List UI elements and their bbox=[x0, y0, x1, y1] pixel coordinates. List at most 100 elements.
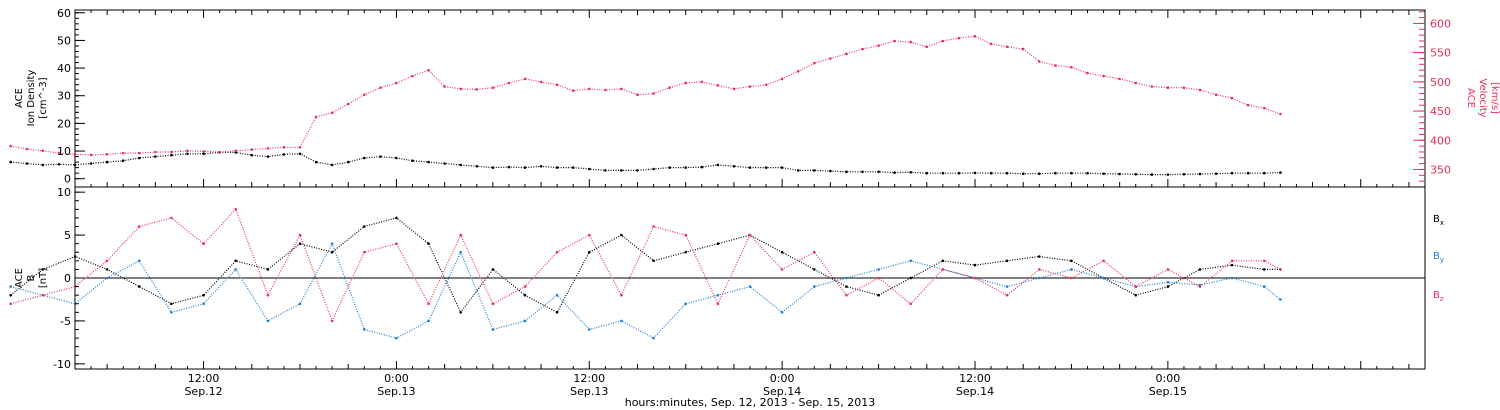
by-point bbox=[234, 268, 237, 271]
velocity-point bbox=[363, 93, 366, 96]
density-point bbox=[266, 155, 270, 158]
velocity-point bbox=[780, 77, 784, 81]
bz-point bbox=[459, 233, 463, 237]
bx-point bbox=[1230, 263, 1234, 267]
velocity-tick-label: 600 bbox=[1430, 17, 1451, 30]
density-point bbox=[539, 165, 543, 168]
density-point bbox=[845, 170, 848, 174]
bz-point bbox=[202, 242, 205, 245]
bx-point bbox=[459, 311, 463, 314]
bx-point bbox=[620, 233, 623, 237]
bz-point bbox=[652, 225, 655, 228]
bz-point bbox=[941, 268, 945, 271]
velocity-point bbox=[9, 144, 12, 148]
density-point bbox=[1086, 171, 1089, 175]
density-point bbox=[1134, 173, 1137, 176]
velocity-point bbox=[443, 85, 446, 88]
velocity-point bbox=[138, 151, 141, 155]
legend-bx: Bx bbox=[1433, 214, 1444, 227]
velocity-point bbox=[1005, 45, 1009, 49]
velocity-point bbox=[427, 68, 430, 72]
by-point bbox=[1279, 298, 1282, 301]
bx-point bbox=[780, 250, 784, 254]
velocity-point bbox=[523, 77, 527, 81]
density-point bbox=[41, 163, 45, 167]
density-point bbox=[250, 153, 254, 157]
density-point bbox=[459, 163, 463, 167]
density-point bbox=[636, 169, 639, 172]
bx-point bbox=[491, 268, 495, 271]
time-axis-title: hours:minutes, Sep. 12, 2013 - Sep. 15, … bbox=[625, 396, 876, 409]
density-point bbox=[9, 160, 12, 164]
bx-point bbox=[555, 311, 559, 314]
velocity-point bbox=[121, 151, 125, 155]
by-point bbox=[298, 302, 302, 306]
density-point bbox=[491, 166, 495, 169]
velocity-point bbox=[1166, 86, 1170, 89]
velocity-point bbox=[829, 57, 832, 60]
density-point bbox=[523, 166, 527, 169]
density-point bbox=[1005, 171, 1009, 175]
density-point bbox=[154, 155, 157, 158]
bz-point bbox=[330, 319, 334, 323]
density-point bbox=[1230, 171, 1234, 175]
bx-point bbox=[1038, 255, 1041, 258]
bx-point bbox=[1005, 259, 1009, 263]
legend-by: By bbox=[1433, 251, 1444, 264]
bx-point bbox=[41, 268, 45, 271]
velocity-point bbox=[1230, 96, 1234, 100]
bz-point bbox=[523, 285, 527, 288]
field-legend: Bx By Bz bbox=[1433, 214, 1444, 303]
by-point bbox=[845, 276, 848, 280]
bx-point bbox=[1166, 285, 1170, 288]
bz-point bbox=[555, 250, 559, 254]
velocity-point bbox=[346, 102, 350, 106]
bz-point bbox=[909, 302, 912, 306]
by-point bbox=[1166, 281, 1170, 284]
by-point bbox=[1005, 285, 1009, 288]
bz-point bbox=[1102, 259, 1105, 263]
bz-point bbox=[588, 233, 591, 237]
velocity-tick-label: 400 bbox=[1430, 134, 1451, 147]
velocity-point bbox=[989, 42, 993, 46]
velocity-point bbox=[1038, 60, 1041, 63]
density-tick-label: 10 bbox=[57, 145, 71, 158]
velocity-point bbox=[234, 149, 237, 153]
density-point bbox=[395, 156, 398, 160]
density-point bbox=[893, 171, 896, 174]
velocity-point bbox=[1054, 64, 1057, 67]
density-point bbox=[1150, 173, 1154, 176]
bx-point bbox=[941, 259, 945, 263]
velocity-axis: 350 400 450 500 550 600 bbox=[1413, 11, 1451, 182]
bx-point bbox=[9, 293, 12, 297]
bx-point bbox=[395, 216, 398, 220]
velocity-point bbox=[716, 84, 720, 87]
velocity-point bbox=[330, 111, 334, 115]
by-point bbox=[684, 302, 687, 306]
bx-point bbox=[170, 302, 173, 306]
field-axis-title-line2: B bbox=[26, 274, 37, 281]
density-point bbox=[1198, 172, 1202, 176]
density-axis-title-line2: Ion Density bbox=[26, 70, 37, 127]
density-point bbox=[716, 163, 720, 167]
velocity-point bbox=[459, 87, 463, 91]
velocity-tick-label: 500 bbox=[1430, 76, 1451, 89]
velocity-point bbox=[379, 86, 382, 89]
velocity-point bbox=[202, 150, 205, 153]
velocity-point bbox=[555, 83, 559, 87]
bz-point bbox=[1166, 268, 1170, 271]
density-tick-label: 60 bbox=[57, 7, 71, 20]
velocity-point bbox=[266, 147, 270, 150]
density-point bbox=[925, 171, 929, 175]
bx-point bbox=[877, 293, 880, 297]
density-point bbox=[1070, 171, 1073, 175]
by-point bbox=[1263, 285, 1266, 288]
density-point bbox=[877, 170, 880, 174]
density-point bbox=[700, 165, 704, 169]
velocity-point bbox=[475, 88, 479, 91]
legend-bz: Bz bbox=[1433, 290, 1444, 303]
velocity-point bbox=[1086, 71, 1089, 75]
velocity-point bbox=[89, 153, 93, 157]
velocity-axis-title-line1: ACE bbox=[1465, 88, 1476, 108]
